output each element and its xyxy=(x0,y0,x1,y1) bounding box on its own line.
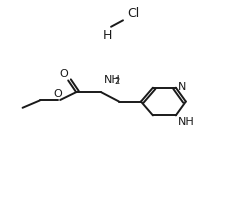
Text: O: O xyxy=(60,69,69,78)
Text: 2: 2 xyxy=(114,77,119,86)
Text: Cl: Cl xyxy=(127,7,139,20)
Text: NH: NH xyxy=(178,117,195,127)
Text: O: O xyxy=(54,89,62,99)
Text: N: N xyxy=(178,82,187,92)
Text: NH: NH xyxy=(104,75,120,85)
Text: H: H xyxy=(103,29,112,42)
